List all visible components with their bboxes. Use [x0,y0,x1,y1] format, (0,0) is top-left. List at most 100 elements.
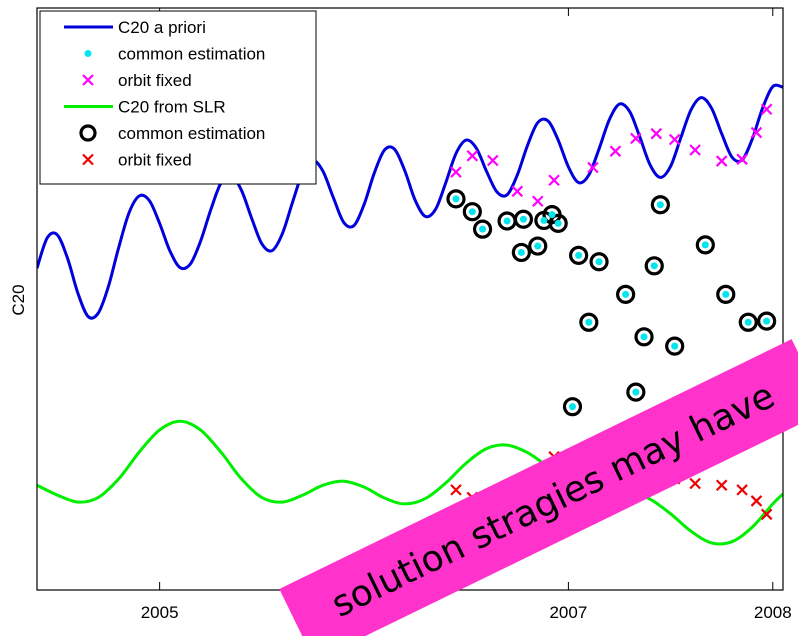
data-point-dot [468,208,476,216]
data-point-circle [562,397,583,417]
data-point-dot [671,342,679,350]
x-marker-stroke [715,479,728,492]
data-point-circle [716,284,736,304]
x-marker-stroke [630,132,642,145]
data-point-x [466,150,479,162]
data-point-dot [519,215,527,223]
x-marker-stroke [450,166,462,178]
x-marker-stroke [486,154,499,167]
x-tick-label: 2008 [754,603,792,622]
data-point-dot [622,290,630,298]
legend-label: orbit fixed [118,151,192,170]
data-point-circle [528,236,548,256]
data-point-x [531,195,544,208]
data-point-x [760,508,773,521]
data-point-circle [665,336,685,356]
data-point-dot [540,216,548,224]
data-point-circle [569,245,589,265]
data-point-circle [650,195,670,215]
legend-label: common estimation [118,45,265,64]
data-point-dot [656,201,664,209]
x-marker-stroke [760,103,773,116]
data-point-circle [589,252,609,272]
legend-x-swatch [82,153,94,166]
data-point-circle [472,219,493,239]
data-point-x [668,133,681,146]
x-marker-stroke [689,477,701,490]
data-point-circle [513,209,534,229]
data-point-circle [462,202,482,222]
data-point-x [750,126,763,139]
x-marker-stroke [689,144,701,156]
data-point-x [650,127,663,140]
x-marker-stroke [736,153,748,166]
data-point-circle [616,284,636,304]
data-point-circle [695,235,715,255]
data-point-x [689,477,701,490]
legend-circle-swatch [79,124,97,142]
data-point-x [587,161,599,174]
data-point-dot [763,317,771,325]
data-point-x [715,479,728,492]
x-tick-label: 2007 [549,603,587,622]
data-point-dot [585,318,593,326]
data-point-dot [452,195,460,203]
data-point-x [511,185,524,198]
series-line [37,83,783,320]
x-marker-stroke [609,145,622,157]
data-point-dot [479,225,487,233]
data-point-x [609,145,622,157]
data-point-circle [511,242,531,263]
x-marker-stroke [650,127,663,140]
legend: C20 a priori common estimation orbit fixed… [39,10,317,185]
x-marker-stroke [531,195,544,208]
data-point-dot [650,262,658,270]
banner-strip [279,339,798,636]
legend-label: orbit fixed [118,71,192,90]
data-point-circle [634,327,654,347]
data-point-x [486,154,499,167]
data-point-circle [757,311,777,331]
data-point-dot [632,388,640,396]
data-point-dot [503,217,511,225]
data-point-circle [446,189,466,209]
data-point-dot [568,403,576,411]
data-point-dot [575,251,583,259]
legend-x-swatch [82,74,94,86]
data-point-x [715,155,728,167]
y-axis-label: C20 [9,284,28,315]
legend-dot-swatch [84,50,92,57]
x-marker-stroke [750,495,763,507]
data-point-circle [644,256,664,276]
x-marker-stroke [82,74,94,86]
data-point-circle [626,382,646,402]
data-point-dot [554,219,562,227]
legend-box [39,10,317,185]
x-marker-stroke [668,133,681,146]
data-point-x [760,103,773,116]
data-point-x [450,166,462,178]
x-marker-stroke [466,150,479,162]
data-point-x [689,144,701,156]
data-point-dot [722,290,730,298]
series-line [37,419,783,546]
legend-label: C20 from SLR [118,98,226,117]
data-point-circle [548,213,568,233]
data-point-dot [701,241,709,249]
data-point-dot [744,318,752,326]
legend-label: common estimation [118,124,265,143]
data-point-x [630,132,642,145]
data-point-x [450,484,462,496]
x-marker-stroke [548,174,560,187]
x-axis-ticks: 2005 2007 2008 [141,8,792,622]
x-marker-stroke [736,484,748,496]
data-point-dot [517,248,525,256]
data-point-dot [640,333,648,341]
data-point-circle [579,312,599,332]
data-point-dot [595,258,603,266]
data-point-x [750,495,763,507]
data-point-x [736,153,748,166]
x-marker-stroke [450,484,462,496]
x-marker-stroke [587,161,599,174]
x-marker-stroke [760,508,773,521]
